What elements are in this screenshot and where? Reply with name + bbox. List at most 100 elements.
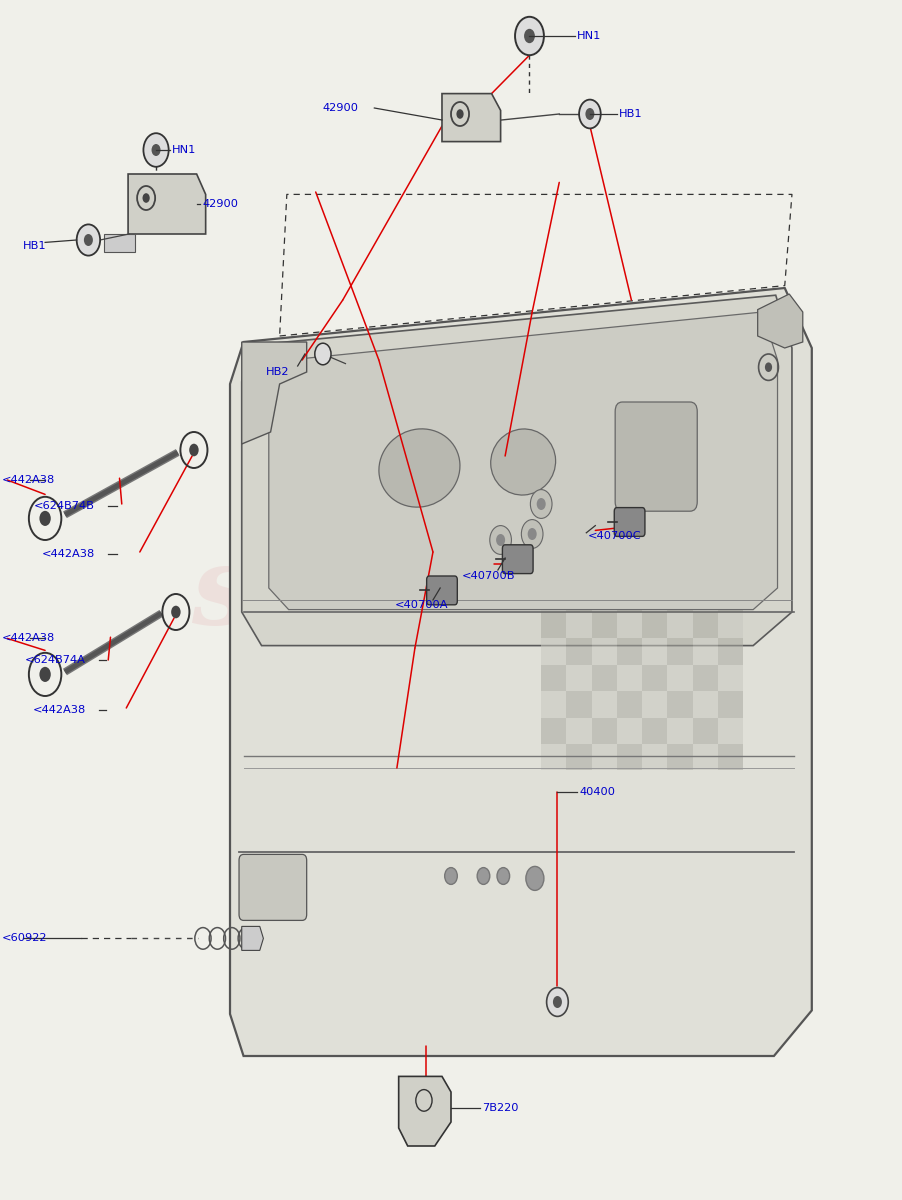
Text: 42900: 42900 [323, 103, 359, 113]
Bar [718, 718, 743, 744]
Bar [642, 718, 667, 744]
Bar [642, 744, 667, 770]
Bar [693, 744, 718, 770]
Circle shape [143, 133, 169, 167]
Bar [693, 691, 718, 718]
Circle shape [547, 988, 568, 1016]
Bar [617, 665, 642, 691]
FancyBboxPatch shape [502, 545, 533, 574]
Circle shape [490, 526, 511, 554]
Circle shape [456, 109, 464, 119]
Bar [592, 612, 617, 638]
Circle shape [84, 234, 93, 246]
Circle shape [526, 866, 544, 890]
Bar [667, 691, 693, 718]
FancyBboxPatch shape [239, 854, 307, 920]
Bar [718, 691, 743, 718]
Bar [541, 638, 566, 665]
FancyBboxPatch shape [427, 576, 457, 605]
Bar [617, 586, 642, 612]
Circle shape [765, 362, 772, 372]
Text: <442A38: <442A38 [32, 706, 86, 715]
Text: HB1: HB1 [23, 241, 46, 251]
Bar [566, 638, 592, 665]
Polygon shape [242, 295, 792, 646]
Circle shape [553, 996, 562, 1008]
Circle shape [40, 511, 51, 526]
Bar [718, 744, 743, 770]
Bar [566, 718, 592, 744]
Text: <442A38: <442A38 [2, 475, 55, 485]
Text: <442A38: <442A38 [41, 550, 95, 559]
Bar [566, 586, 592, 612]
Bar [541, 718, 566, 744]
Text: 7B220: 7B220 [482, 1103, 518, 1112]
Bar [541, 612, 566, 638]
Ellipse shape [491, 428, 556, 496]
Circle shape [445, 868, 457, 884]
Bar [541, 586, 566, 612]
Text: HN1: HN1 [576, 31, 601, 41]
Text: <40700A: <40700A [395, 600, 448, 610]
Circle shape [528, 528, 537, 540]
Circle shape [530, 490, 552, 518]
Bar [592, 665, 617, 691]
FancyBboxPatch shape [614, 508, 645, 536]
Bar [718, 586, 743, 612]
Bar [642, 691, 667, 718]
Circle shape [497, 868, 510, 884]
Text: <624B74B: <624B74B [34, 502, 95, 511]
Bar [693, 638, 718, 665]
Bar [667, 612, 693, 638]
Bar [718, 612, 743, 638]
Circle shape [189, 444, 198, 456]
Text: scuderia: scuderia [191, 541, 711, 647]
Polygon shape [399, 1076, 451, 1146]
Bar [566, 744, 592, 770]
Bar [566, 612, 592, 638]
Bar [617, 744, 642, 770]
Polygon shape [104, 234, 135, 252]
Bar [617, 691, 642, 718]
Text: c a r   p a r t s: c a r p a r t s [364, 646, 538, 670]
Text: HB2: HB2 [266, 367, 290, 377]
Bar [642, 586, 667, 612]
Text: 40400: 40400 [579, 787, 615, 797]
Text: <40700B: <40700B [462, 571, 515, 581]
Bar [667, 744, 693, 770]
Bar [592, 718, 617, 744]
Bar [693, 718, 718, 744]
Circle shape [524, 29, 535, 43]
Bar [718, 665, 743, 691]
Bar [667, 638, 693, 665]
Polygon shape [128, 174, 206, 234]
Circle shape [496, 534, 505, 546]
Circle shape [171, 606, 180, 618]
Bar [642, 665, 667, 691]
Polygon shape [758, 294, 803, 348]
Bar [541, 665, 566, 691]
Circle shape [143, 193, 150, 203]
Bar [592, 744, 617, 770]
Bar [642, 638, 667, 665]
Circle shape [521, 520, 543, 548]
Bar [541, 691, 566, 718]
Polygon shape [269, 312, 778, 610]
Bar [693, 612, 718, 638]
FancyBboxPatch shape [615, 402, 697, 511]
Text: HB1: HB1 [619, 109, 642, 119]
Circle shape [477, 868, 490, 884]
Bar [566, 665, 592, 691]
Bar [718, 638, 743, 665]
Bar [642, 612, 667, 638]
Circle shape [585, 108, 594, 120]
Text: <40700C: <40700C [588, 532, 641, 541]
Polygon shape [230, 288, 812, 1056]
Bar [592, 638, 617, 665]
Bar [693, 586, 718, 612]
Circle shape [152, 144, 161, 156]
Circle shape [579, 100, 601, 128]
Bar [667, 586, 693, 612]
Text: <60922: <60922 [2, 934, 47, 943]
Bar [667, 718, 693, 744]
